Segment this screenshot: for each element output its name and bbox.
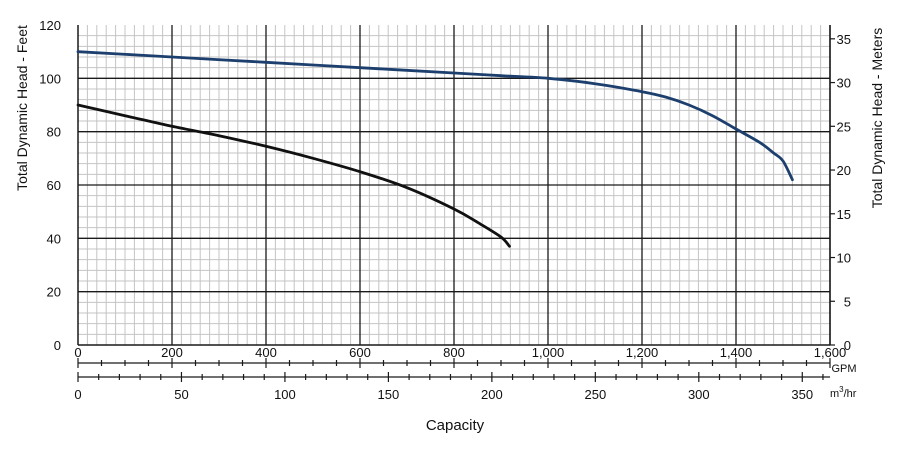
gpm-tick-label: 400 bbox=[255, 345, 277, 360]
m3hr-tick-label: 200 bbox=[481, 387, 503, 402]
left-axis-ticks: 0 20 40 60 80 100 120 bbox=[39, 18, 61, 353]
gpm-tick-label: 1,400 bbox=[720, 345, 753, 360]
x-axis-title: Capacity bbox=[426, 417, 485, 434]
right-tick-label: 35 bbox=[837, 32, 851, 47]
right-tick-label: 5 bbox=[844, 294, 851, 309]
gpm-tick-label: 0 bbox=[74, 345, 81, 360]
gpm-tick-label: 600 bbox=[349, 345, 371, 360]
gpm-tick-label: 800 bbox=[443, 345, 465, 360]
series-curve-1 bbox=[76, 50, 794, 182]
right-tick-label: 25 bbox=[837, 119, 851, 134]
gpm-axis: 0 200 400 600 800 1,000 1,200 1,400 1,600 bbox=[74, 345, 846, 368]
series-layer bbox=[76, 50, 794, 248]
plot-frame bbox=[77, 25, 831, 346]
left-tick-label: 20 bbox=[47, 285, 61, 300]
right-axis-ticks: 0 5 10 15 20 25 30 35 bbox=[830, 32, 851, 353]
left-tick-label: 120 bbox=[39, 18, 61, 33]
right-tick-label: 0 bbox=[844, 338, 851, 353]
m3hr-axis: 0 50 100 150 200 250 300 350 bbox=[74, 372, 830, 402]
m3hr-tick-label: 300 bbox=[688, 387, 710, 402]
right-tick-label: 20 bbox=[837, 163, 851, 178]
m3hr-tick-label: 50 bbox=[174, 387, 188, 402]
gpm-unit-label: GPM bbox=[831, 363, 856, 375]
gpm-tick-label: 200 bbox=[161, 345, 183, 360]
m3hr-unit-label: m3/hr bbox=[830, 385, 857, 400]
right-tick-label: 15 bbox=[837, 207, 851, 222]
left-tick-label: 0 bbox=[54, 338, 61, 353]
gpm-tick-label: 1,000 bbox=[532, 345, 565, 360]
right-tick-label: 10 bbox=[837, 251, 851, 266]
series-curve-2 bbox=[76, 103, 511, 248]
left-axis-title: Total Dynamic Head - Feet bbox=[14, 25, 30, 191]
gpm-tick-label: 1,600 bbox=[814, 345, 847, 360]
left-tick-label: 100 bbox=[39, 71, 61, 86]
m3hr-tick-label: 350 bbox=[791, 387, 813, 402]
left-tick-label: 80 bbox=[47, 125, 61, 140]
gpm-tick-label: 1,200 bbox=[626, 345, 659, 360]
m3hr-tick-label: 250 bbox=[584, 387, 606, 402]
left-tick-label: 60 bbox=[47, 178, 61, 193]
m3hr-tick-label: 100 bbox=[274, 387, 296, 402]
right-axis-title: Total Dynamic Head - Meters bbox=[869, 28, 885, 209]
right-tick-label: 30 bbox=[837, 76, 851, 91]
m3hr-tick-label: 150 bbox=[378, 387, 400, 402]
left-tick-label: 40 bbox=[47, 231, 61, 246]
m3hr-tick-label: 0 bbox=[74, 387, 81, 402]
